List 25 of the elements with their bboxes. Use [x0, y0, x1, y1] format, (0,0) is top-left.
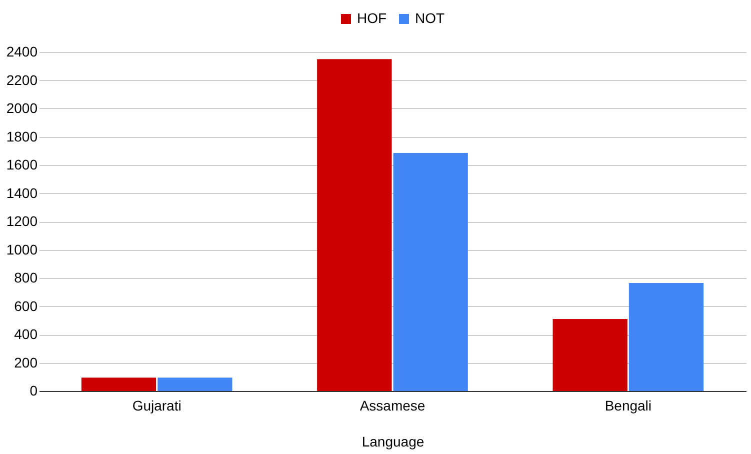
- y-tick-label: 1400: [6, 184, 38, 201]
- bar: [552, 318, 628, 391]
- y-tick-label: 200: [14, 354, 38, 370]
- y-tick-label: 1200: [6, 213, 38, 229]
- bar: [81, 378, 156, 391]
- bar: [158, 378, 232, 391]
- bar: [393, 152, 468, 391]
- legend-label: HOF: [357, 10, 387, 26]
- y-tick-label: 800: [14, 270, 38, 286]
- y-tick-label: 2000: [6, 100, 38, 116]
- y-tick-label: 400: [14, 326, 38, 342]
- legend-label: NOT: [415, 10, 445, 26]
- y-tick-label: 1000: [6, 241, 38, 258]
- y-tick-label: 2200: [6, 72, 38, 88]
- y-tick-label: 0: [30, 382, 38, 398]
- y-tick-label: 1800: [6, 128, 38, 144]
- bar: [317, 59, 392, 391]
- x-axis-title: Language: [362, 434, 424, 450]
- y-tick-label: 2400: [6, 44, 38, 60]
- bar: [628, 282, 704, 391]
- x-tick-label: Bengali: [604, 398, 652, 414]
- y-tick-label: 600: [14, 298, 38, 314]
- x-tick-label: Assamese: [360, 398, 426, 414]
- y-tick-label: 1600: [6, 156, 38, 172]
- x-tick-label: Gujarati: [132, 398, 182, 414]
